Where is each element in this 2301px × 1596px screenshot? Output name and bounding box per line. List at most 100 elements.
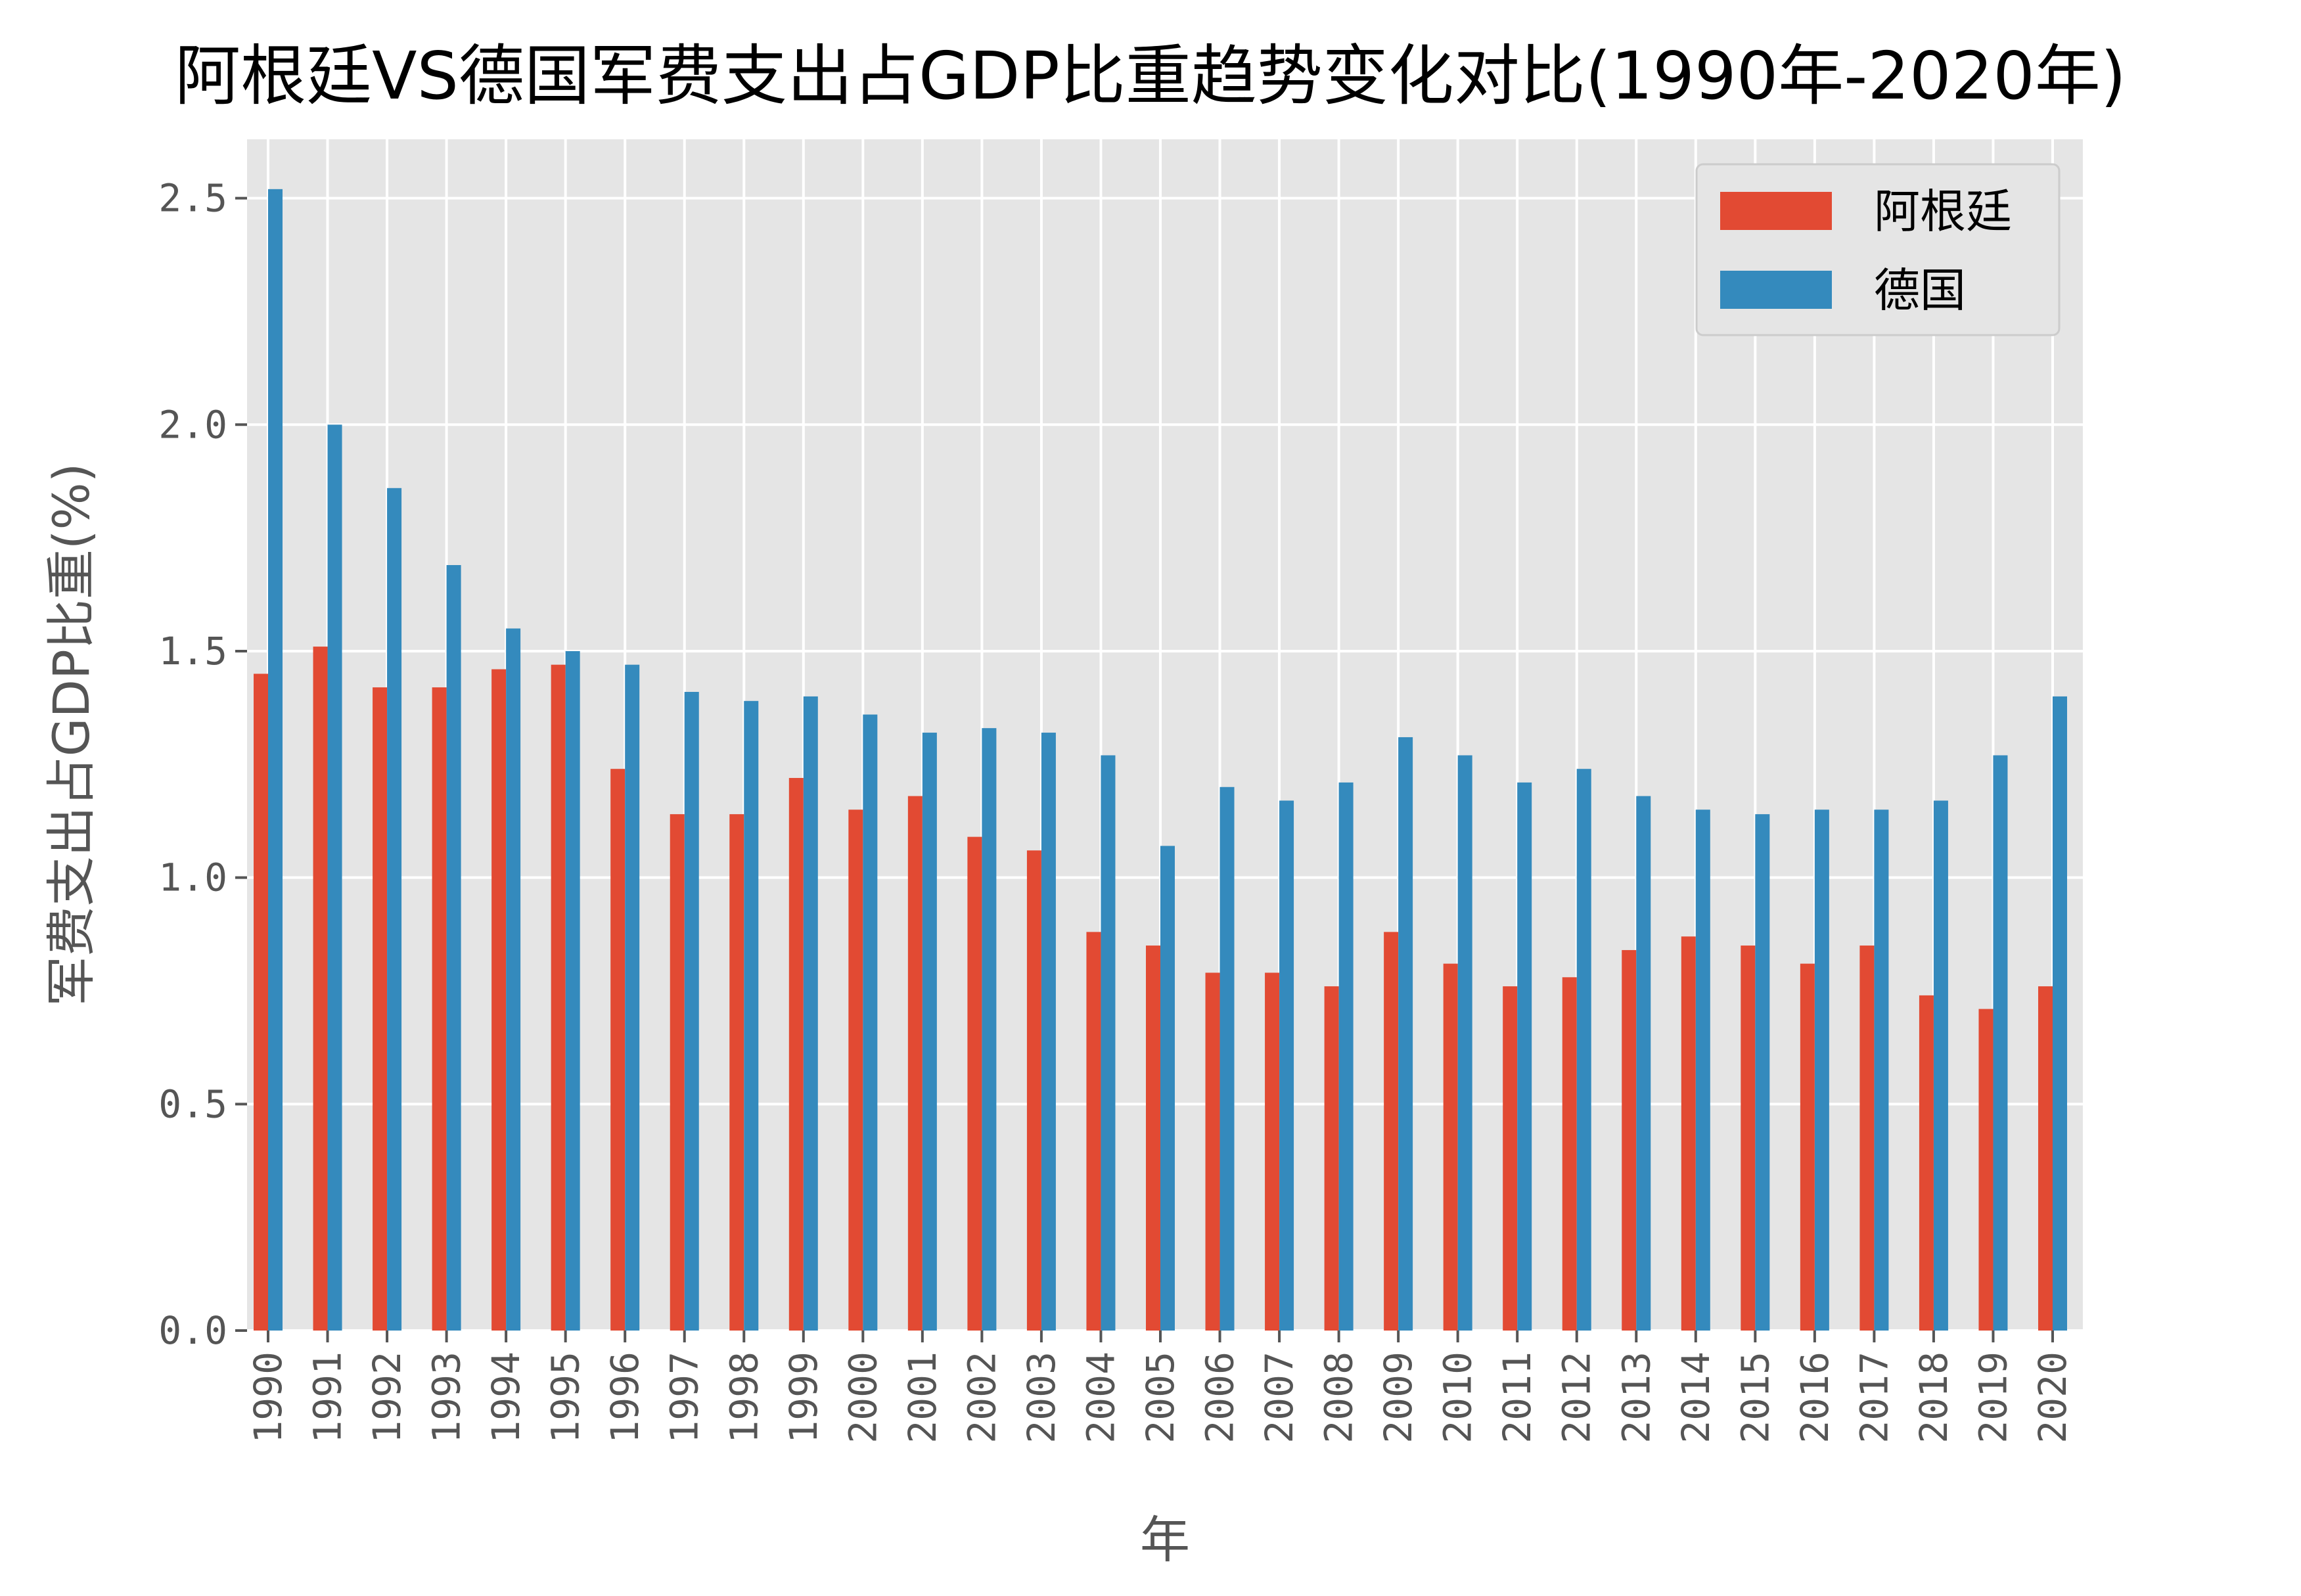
x-tick-label: 2018 <box>1911 1352 1956 1444</box>
bar-germany <box>1160 846 1175 1331</box>
bar-argentina <box>1205 972 1220 1331</box>
x-tick-label: 2014 <box>1674 1352 1718 1444</box>
x-tick-label: 2001 <box>900 1352 945 1444</box>
x-tick-label: 2012 <box>1555 1352 1599 1444</box>
y-tick-label: 1.0 <box>158 855 227 900</box>
bar-argentina <box>1859 946 1875 1331</box>
bar-germany <box>1933 800 1948 1331</box>
x-tick-label: 2004 <box>1078 1352 1123 1444</box>
y-tick-label: 2.5 <box>158 176 227 221</box>
bar-argentina <box>907 796 923 1331</box>
bar-germany <box>1457 755 1472 1331</box>
bar-argentina <box>670 814 685 1331</box>
bar-germany <box>446 564 461 1331</box>
bar-germany <box>268 189 283 1331</box>
x-tick-label: 1998 <box>721 1352 766 1444</box>
x-tick-label: 2008 <box>1317 1352 1361 1444</box>
legend-label-argentina: 阿根廷 <box>1874 185 2012 239</box>
bar-germany <box>1874 809 1889 1331</box>
bar-argentina <box>551 664 566 1331</box>
bar-argentina <box>729 814 744 1331</box>
bar-argentina <box>1265 972 1280 1331</box>
x-tick-label: 2007 <box>1257 1352 1302 1444</box>
bar-germany <box>387 488 402 1331</box>
bar-germany <box>922 733 937 1331</box>
bar-germany <box>1993 755 2008 1331</box>
bar-germany <box>1814 809 1829 1331</box>
bar-germany <box>744 700 759 1331</box>
x-tick-label: 2015 <box>1733 1352 1777 1444</box>
bar-argentina <box>1919 995 1934 1331</box>
bar-argentina <box>848 809 863 1331</box>
y-tick-label: 1.5 <box>158 629 227 673</box>
bar-germany <box>506 628 521 1331</box>
x-tick-label: 1999 <box>781 1352 826 1444</box>
bar-germany <box>863 714 878 1331</box>
bar-argentina <box>254 673 268 1331</box>
bar-germany <box>684 692 699 1331</box>
bar-germany <box>1517 782 1532 1331</box>
bar-argentina <box>1622 949 1637 1331</box>
x-tick-label: 2013 <box>1614 1352 1658 1444</box>
bar-germany <box>1041 733 1056 1331</box>
bar-argentina <box>967 836 982 1331</box>
bar-argentina <box>1146 946 1160 1331</box>
legend-label-germany: 德国 <box>1874 263 1966 317</box>
x-tick-label: 1991 <box>306 1352 350 1444</box>
x-tick-label: 2016 <box>1792 1352 1837 1444</box>
x-tick-label: 1992 <box>365 1352 409 1444</box>
x-tick-label: 1993 <box>424 1352 469 1444</box>
y-axis-label: 军费支出占GDP比重(%) <box>42 463 101 1007</box>
bar-germany <box>1279 800 1294 1331</box>
bar-argentina <box>1562 977 1577 1331</box>
bar-germany <box>1755 814 1770 1331</box>
x-tick-label: 2002 <box>959 1352 1004 1444</box>
y-tick-label: 0.5 <box>158 1082 227 1126</box>
x-tick-label: 1996 <box>603 1352 647 1444</box>
x-tick-label: 1995 <box>543 1352 588 1444</box>
bar-argentina <box>491 669 507 1331</box>
x-tick-label: 1990 <box>246 1352 290 1444</box>
x-tick-label: 1994 <box>484 1352 528 1444</box>
bar-germany <box>327 424 342 1331</box>
bar-germany <box>1398 737 1413 1331</box>
bar-argentina <box>1741 946 1756 1331</box>
bar-argentina <box>1978 1009 1993 1331</box>
x-tick-label: 2006 <box>1198 1352 1242 1444</box>
bar-argentina <box>1443 963 1458 1331</box>
bar-argentina <box>1026 850 1041 1331</box>
bar-germany <box>1338 782 1354 1331</box>
bar-argentina <box>1324 986 1339 1331</box>
legend: 阿根廷 德国 <box>1695 163 2061 336</box>
x-axis-label: 年 <box>1140 1511 1190 1569</box>
y-tick-label: 0.0 <box>158 1308 227 1353</box>
x-tick-label: 2020 <box>2030 1352 2075 1444</box>
bar-germany <box>982 728 997 1331</box>
bar-germany <box>625 664 640 1331</box>
bar-argentina <box>1503 986 1518 1331</box>
bar-germany <box>1219 787 1235 1331</box>
x-tick-label: 2011 <box>1495 1352 1539 1444</box>
y-axis: 0.0 0.5 1.0 1.5 2.0 2.5 <box>158 176 247 1353</box>
bar-germany <box>565 650 580 1331</box>
bar-argentina <box>313 647 328 1331</box>
x-axis: 1990 1991 1992 1993 1994 1995 1996 1997 1998 1999… <box>246 1331 2075 1444</box>
x-tick-label: 2019 <box>1971 1352 2015 1444</box>
bar-argentina <box>1681 936 1696 1331</box>
legend-swatch-argentina <box>1720 192 1832 230</box>
x-tick-label: 2005 <box>1138 1352 1183 1444</box>
x-tick-label: 2017 <box>1852 1352 1896 1444</box>
bar-germany <box>1101 755 1116 1331</box>
x-tick-label: 2010 <box>1436 1352 1480 1444</box>
bar-argentina <box>2038 986 2053 1331</box>
bar-germany <box>1576 769 1591 1331</box>
bar-argentina <box>1086 932 1101 1331</box>
x-tick-label: 2003 <box>1019 1352 1064 1444</box>
x-tick-label: 2000 <box>840 1352 885 1444</box>
y-tick-label: 2.0 <box>158 402 227 447</box>
bar-argentina <box>1800 963 1815 1331</box>
legend-swatch-germany <box>1720 271 1832 309</box>
bar-argentina <box>788 777 804 1331</box>
bar-argentina <box>610 769 626 1331</box>
x-tick-label: 2009 <box>1376 1352 1421 1444</box>
